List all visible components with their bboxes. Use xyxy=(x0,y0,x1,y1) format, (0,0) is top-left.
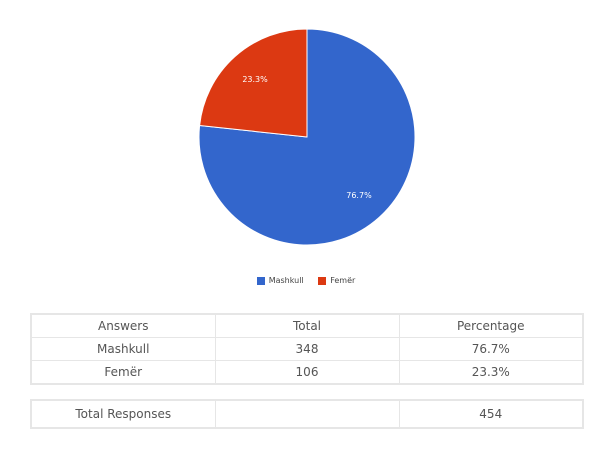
slice-data-label: 76.7% xyxy=(346,191,372,200)
legend-item-mashkull[interactable]: Mashkull xyxy=(256,276,304,285)
total-label: Total Responses xyxy=(30,399,216,429)
percentage-cell: 23.3% xyxy=(398,360,584,385)
table-header-row: Answers Total Percentage xyxy=(30,313,584,338)
legend: Mashkull Femër xyxy=(0,276,612,287)
answer-cell: Mashkull xyxy=(30,337,216,361)
total-cell: 106 xyxy=(214,360,400,385)
legend-label: Mashkull xyxy=(268,276,304,285)
legend-swatch xyxy=(256,276,265,285)
legend-swatch xyxy=(318,276,327,285)
percentage-cell: 76.7% xyxy=(398,337,584,361)
answer-cell: Femër xyxy=(30,360,216,385)
table-row: Mashkull 348 76.7% xyxy=(30,337,584,361)
pie-chart: 76.7% 23.3% xyxy=(198,28,416,246)
header-total: Total xyxy=(214,313,400,338)
total-value: 454 xyxy=(398,399,584,429)
slice-data-label: 23.3% xyxy=(242,75,268,84)
pie-slice-1[interactable] xyxy=(199,28,308,138)
total-cell: 348 xyxy=(214,337,400,361)
table-row: Femër 106 23.3% xyxy=(30,360,584,385)
header-answers: Answers xyxy=(30,313,216,338)
answers-table: Answers Total Percentage Mashkull 348 76… xyxy=(30,313,584,385)
total-row: Total Responses 454 xyxy=(30,399,584,429)
total-blank xyxy=(214,399,400,429)
total-responses-table: Total Responses 454 xyxy=(30,399,584,429)
header-percentage: Percentage xyxy=(398,313,584,338)
legend-label: Femër xyxy=(330,276,356,285)
legend-item-femer[interactable]: Femër xyxy=(318,276,355,285)
